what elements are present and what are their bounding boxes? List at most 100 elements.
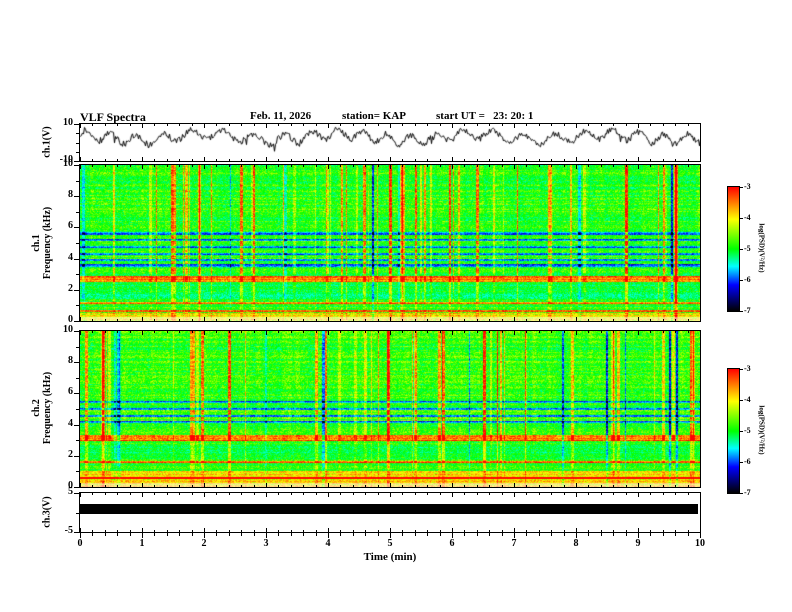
colorbar-tick — [740, 187, 743, 188]
tick-mark — [117, 533, 118, 536]
ch1-spectrogram-canvas — [80, 165, 700, 321]
ch1-axis-label-line2: Frequency (kHz) — [42, 206, 53, 280]
ch2-frequency-axis-label: ch.2 Frequency (kHz) — [31, 372, 53, 444]
ch2-spectrogram-panel — [79, 330, 701, 488]
y-tick-label: 2 — [68, 283, 73, 294]
colorbar-tick-label: -3 — [744, 364, 751, 373]
colorbar-tick — [740, 400, 743, 401]
y-tick-label: 8 — [68, 355, 73, 366]
colorbar-tick-label: -6 — [744, 457, 751, 466]
tick-mark — [564, 533, 565, 536]
tick-mark — [303, 533, 304, 536]
start-ut-label: start UT = 23: 20: 1 — [436, 110, 534, 122]
tick-mark — [316, 533, 317, 536]
tick-mark — [216, 533, 217, 536]
time-axis-label: Time (min) — [363, 551, 417, 563]
tick-mark — [440, 533, 441, 536]
ch1-axis-label-line1: ch.1 — [31, 234, 42, 252]
tick-mark — [340, 533, 341, 536]
tick-mark — [415, 533, 416, 536]
x-axis-tick — [266, 533, 267, 538]
x-tick-label: 9 — [635, 538, 641, 549]
x-axis-tick — [328, 533, 329, 538]
tick-mark — [378, 533, 379, 536]
x-tick-label: 6 — [449, 538, 455, 549]
tick-mark — [502, 533, 503, 536]
tick-mark — [613, 533, 614, 536]
y-tick-label: 10 — [63, 158, 73, 169]
tick-mark — [650, 533, 651, 536]
colorbar-tick — [740, 311, 743, 312]
colorbar-ch2 — [727, 368, 740, 494]
station-label: station= KAP — [342, 110, 407, 122]
ch2-axis-label-line1: ch.2 — [31, 399, 42, 417]
colorbar-tick — [740, 462, 743, 463]
tick-mark — [675, 533, 676, 536]
x-tick-label: 1 — [139, 538, 145, 549]
tick-mark — [427, 533, 428, 536]
figure-title: VLF Spectra — [80, 110, 146, 124]
x-tick-label: 3 — [263, 538, 269, 549]
colorbar-tick — [740, 249, 743, 250]
y-tick-label: 2 — [68, 449, 73, 460]
tick-mark — [92, 533, 93, 536]
ch1-spectrogram-panel — [79, 164, 701, 322]
colorbar-tick — [740, 218, 743, 219]
ch3-voltage-axis-label: ch.3(V) — [41, 496, 53, 528]
x-axis-tick — [576, 533, 577, 538]
x-axis-tick — [80, 533, 81, 538]
tick-mark — [489, 533, 490, 536]
colorbar-tick-label: -3 — [744, 182, 751, 191]
colorbar-ch1-label: log(PSD)(V²/Hz) — [757, 223, 766, 273]
x-tick-label: 0 — [77, 538, 83, 549]
x-axis-tick — [142, 533, 143, 538]
x-tick-label: 8 — [573, 538, 579, 549]
x-tick-label: 7 — [511, 538, 517, 549]
x-tick-label: 4 — [325, 538, 331, 549]
tick-mark — [551, 533, 552, 536]
tick-mark — [167, 533, 168, 536]
colorbar-tick — [740, 493, 743, 494]
x-tick-label: 2 — [201, 538, 207, 549]
tick-mark — [192, 533, 193, 536]
tick-mark — [601, 533, 602, 536]
ch3-saturated-bar — [80, 504, 698, 514]
tick-mark — [402, 533, 403, 536]
tick-mark — [179, 533, 180, 536]
colorbar-tick-label: -7 — [744, 488, 751, 497]
x-tick-label: 5 — [387, 538, 393, 549]
colorbar-tick — [740, 431, 743, 432]
tick-mark — [365, 533, 366, 536]
tick-mark — [130, 533, 131, 536]
ch1-frequency-axis-label: ch.1 Frequency (kHz) — [31, 207, 53, 279]
tick-mark — [353, 533, 354, 536]
x-axis-tick — [204, 533, 205, 538]
x-axis-tick — [390, 533, 391, 538]
ch1-voltage-axis-label: ch.1(V) — [41, 126, 53, 158]
x-axis-tick — [638, 533, 639, 538]
colorbar-tick-label: -6 — [744, 275, 751, 284]
colorbar-ch2-label: log(PSD)(V²/Hz) — [757, 405, 766, 455]
x-tick-label: 10 — [695, 538, 705, 549]
x-axis-tick — [514, 533, 515, 538]
date-label: Feb. 11, 2026 — [250, 110, 312, 122]
ch1-waveform-panel — [79, 123, 701, 162]
tick-mark — [588, 533, 589, 536]
tick-mark — [278, 533, 279, 536]
ch1-waveform-canvas — [80, 124, 700, 161]
tick-mark — [229, 533, 230, 536]
tick-mark — [688, 533, 689, 536]
tick-mark — [254, 533, 255, 536]
y-tick-label: 0 — [68, 480, 73, 491]
colorbar-tick — [740, 280, 743, 281]
colorbar-tick — [740, 369, 743, 370]
y-tick-label: 8 — [68, 189, 73, 200]
y-tick-label: 0 — [68, 314, 73, 325]
tick-mark — [105, 533, 106, 536]
tick-mark — [663, 533, 664, 536]
ch2-axis-label-line2: Frequency (kHz) — [42, 371, 53, 445]
colorbar-ch1 — [727, 186, 740, 312]
tick-mark — [291, 533, 292, 536]
tick-mark — [539, 533, 540, 536]
